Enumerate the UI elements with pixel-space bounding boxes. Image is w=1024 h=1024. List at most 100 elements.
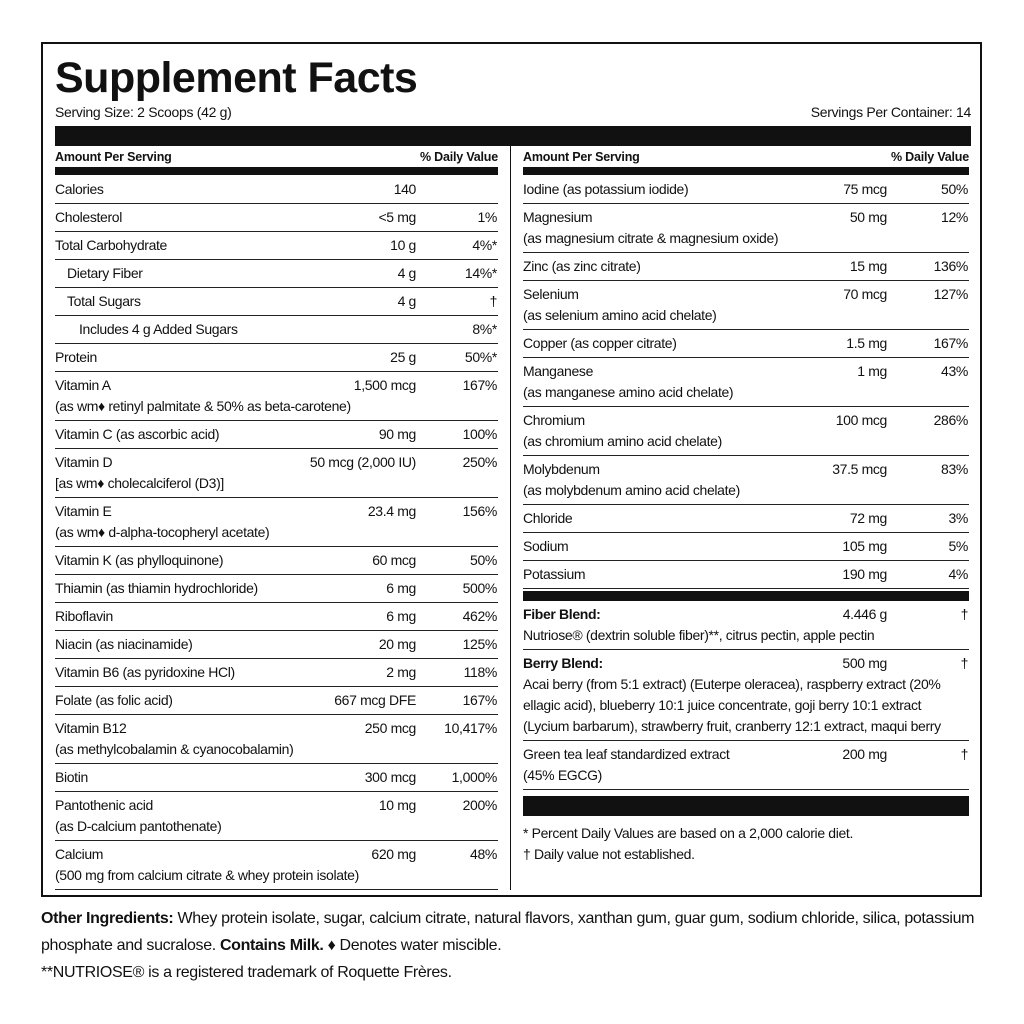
- nutrient-row: Total Carbohydrate 10 g 4%*: [55, 232, 498, 260]
- daily-value: 4%*: [472, 237, 497, 253]
- header-dv: % Daily Value: [891, 150, 969, 164]
- footnote: † Daily value not established.: [523, 846, 695, 862]
- daily-value: 167%: [933, 335, 969, 351]
- daily-value: 250%: [462, 454, 498, 470]
- daily-value: 14%*: [464, 265, 497, 281]
- amount: 250 mcg: [364, 720, 417, 736]
- nutrient-name: Potassium: [523, 566, 586, 582]
- nutrient-name: Pantothenic acid: [55, 797, 153, 813]
- nutrient-name: Sodium: [523, 538, 569, 554]
- nutrient-name: Iodine (as potassium iodide): [523, 181, 689, 197]
- thick-bar: [523, 591, 969, 601]
- nutrient-note: (as wm♦ retinyl palmitate & 50% as beta-…: [55, 398, 351, 414]
- nutrient-row: Sodium 105 mg 5%: [523, 533, 969, 561]
- nutrient-note: Acai berry (from 5:1 extract) (Euterpe o…: [523, 676, 941, 734]
- other-ingredients: Other Ingredients: Whey protein isolate,…: [41, 905, 981, 959]
- daily-value: 500%: [462, 580, 498, 596]
- nutrient-row: Chloride 72 mg 3%: [523, 505, 969, 533]
- amount: 190 mg: [842, 566, 887, 582]
- nutrient-name: Folate (as folic acid): [55, 692, 173, 708]
- amount: 75 mcg: [843, 181, 887, 197]
- amount: 105 mg: [842, 538, 887, 554]
- nutrient-name: Molybdenum: [523, 461, 600, 477]
- daily-value: †: [960, 746, 969, 762]
- nutrient-name: Calories: [55, 181, 104, 197]
- daily-value: 1,000%: [451, 769, 498, 785]
- nutrient-note: Nutriose® (dextrin soluble fiber)**, cit…: [523, 627, 875, 643]
- nutrient-row: Calcium 620 mg 48% (500 mg from calcium cit…: [55, 841, 498, 890]
- nutrient-row: Cholesterol <5 mg 1%: [55, 204, 498, 232]
- daily-value: [416, 179, 498, 200]
- title: Supplement Facts: [55, 54, 418, 102]
- nutrient-row: Vitamin K (as phylloquinone) 60 mcg 50%: [55, 547, 498, 575]
- serving-size: Serving Size: 2 Scoops (42 g): [55, 104, 232, 120]
- nutrient-row: Niacin (as niacinamide) 20 mg 125%: [55, 631, 498, 659]
- amount: 300 mcg: [364, 769, 417, 785]
- nutrient-name: Protein: [55, 349, 97, 365]
- nutrient-note: (as selenium amino acid chelate): [523, 307, 717, 323]
- daily-value: 43%: [941, 363, 968, 379]
- nutrient-row: Vitamin D 50 mcg (2,000 IU) 250% [as wm♦ ch…: [55, 449, 498, 498]
- nutrient-row: Vitamin C (as ascorbic acid) 90 mg 100%: [55, 421, 498, 449]
- ingredients-text: Whey protein isolate, sugar, calcium cit…: [41, 910, 975, 954]
- nutrient-name: Cholesterol: [55, 209, 122, 225]
- amount: 1.5 mg: [846, 335, 887, 351]
- nutrient-note: [as wm♦ cholecalciferol (D3)]: [55, 475, 224, 491]
- daily-value: 50%: [941, 181, 968, 197]
- nutrient-name: Copper (as copper citrate): [523, 335, 677, 351]
- daily-value: 4%: [948, 566, 968, 582]
- nutrient-name: Zinc (as zinc citrate): [523, 258, 641, 274]
- nutrient-name: Dietary Fiber: [67, 265, 143, 281]
- blend-row: Fiber Blend: 4.446 g † Nutriose® (dextrin s…: [523, 601, 969, 650]
- amount: 20 mg: [378, 636, 417, 652]
- nutrient-name: Chromium: [523, 412, 585, 428]
- daily-value: 3%: [948, 510, 968, 526]
- nutrient-note: (as magnesium citrate & magnesium oxide): [523, 230, 779, 246]
- nutrient-row: Protein 25 g 50%*: [55, 344, 498, 372]
- amount: 1 mg: [857, 363, 887, 379]
- amount: 10 g: [390, 237, 416, 253]
- nutrient-name: Chloride: [523, 510, 573, 526]
- nutrient-name: Manganese: [523, 363, 594, 379]
- daily-value: 167%: [462, 692, 498, 708]
- amount: 50 mcg (2,000 IU): [309, 454, 416, 470]
- daily-value: 5%: [948, 538, 968, 554]
- nutrient-row: Molybdenum 37.5 mcg 83% (as molybdenum amin…: [523, 456, 969, 505]
- amount: 620 mg: [371, 846, 416, 862]
- legend: ♦ Denotes water miscible.: [327, 937, 502, 954]
- daily-value: 136%: [933, 258, 969, 274]
- amount: 50 mg: [849, 209, 888, 225]
- amount: 4 g: [397, 265, 417, 281]
- daily-value: 125%: [462, 636, 498, 652]
- header-amount: Amount Per Serving: [523, 150, 640, 164]
- nutrient-name: Biotin: [55, 769, 88, 785]
- daily-value: 200%: [462, 797, 498, 813]
- black-bar: [55, 126, 971, 146]
- nutrient-row: Chromium 100 mcg 286% (as chromium amino ac…: [523, 407, 969, 456]
- column-header: Amount Per Serving % Daily Value: [55, 146, 498, 167]
- daily-value: 127%: [933, 286, 969, 302]
- nutrient-name: Vitamin K (as phylloquinone): [55, 552, 224, 568]
- nutrient-name: Fiber Blend:: [523, 606, 601, 622]
- ingredients-block: Other Ingredients: Whey protein isolate,…: [41, 905, 981, 986]
- nutrient-name: Total Carbohydrate: [55, 237, 167, 253]
- columns: Amount Per Serving % Daily Value Calories 1…: [55, 146, 971, 890]
- amount: 37.5 mcg: [832, 461, 887, 477]
- daily-value: 10,417%: [444, 720, 497, 736]
- allergen: Contains Milk.: [219, 937, 324, 954]
- header-amount: Amount Per Serving: [55, 150, 172, 164]
- footnote: * Percent Daily Values are based on a 2,…: [523, 825, 854, 841]
- nutrient-note: (as molybdenum amino acid chelate): [523, 482, 740, 498]
- nutrient-note: (as manganese amino acid chelate): [523, 384, 734, 400]
- ingredients-label: Other Ingredients:: [41, 910, 174, 927]
- daily-value: 167%: [462, 377, 498, 393]
- daily-value: 1%: [477, 209, 497, 225]
- daily-value: †: [960, 655, 969, 671]
- amount: 100 mcg: [835, 412, 888, 428]
- nutrient-name: Vitamin B6 (as pyridoxine HCl): [55, 664, 235, 680]
- servings-per-container: Servings Per Container: 14: [810, 104, 972, 120]
- amount: 200 mg: [842, 746, 887, 762]
- nutrient-row: Pantothenic acid 10 mg 200% (as D-calcium p…: [55, 792, 498, 841]
- daily-value: 118%: [463, 664, 498, 680]
- nutrient-name: Vitamin B12: [55, 720, 127, 736]
